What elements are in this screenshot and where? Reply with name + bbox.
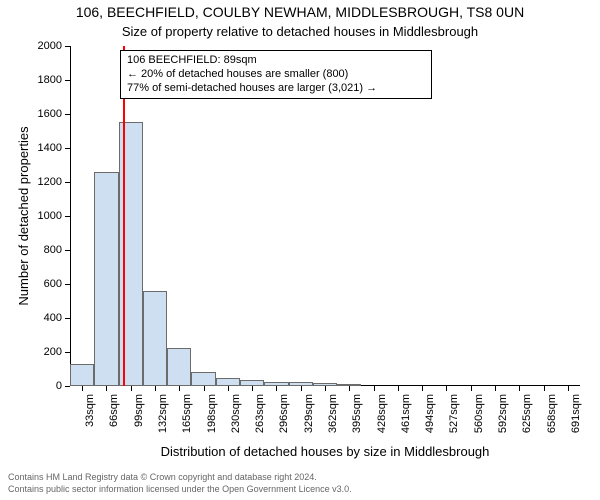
histogram-bar	[216, 378, 240, 387]
xtick-mark	[301, 386, 302, 391]
ytick-mark	[65, 386, 70, 387]
xtick-mark	[131, 386, 132, 391]
histogram-bar	[70, 364, 94, 386]
xtick-mark	[398, 386, 399, 391]
xtick-mark	[252, 386, 253, 391]
xtick-label: 658sqm	[546, 394, 558, 444]
ytick-label: 1800	[28, 74, 62, 86]
ytick-mark	[65, 216, 70, 217]
xtick-mark	[82, 386, 83, 391]
xtick-label: 362sqm	[327, 394, 339, 444]
xtick-mark	[155, 386, 156, 391]
annotation-box: 106 BEECHFIELD: 89sqm ← 20% of detached …	[120, 50, 432, 99]
footer-line-2: Contains public sector information licen…	[8, 484, 352, 494]
xtick-label: 198sqm	[206, 394, 218, 444]
annot-line-3: 77% of semi-detached houses are larger (…	[127, 82, 425, 96]
footer-line-1: Contains HM Land Registry data © Crown c…	[8, 472, 317, 482]
xtick-label: 329sqm	[303, 394, 315, 444]
annot-line-1: 106 BEECHFIELD: 89sqm	[127, 54, 425, 68]
xtick-mark	[495, 386, 496, 391]
ytick-mark	[65, 46, 70, 47]
xtick-label: 625sqm	[521, 394, 533, 444]
xtick-mark	[519, 386, 520, 391]
x-axis-label: Distribution of detached houses by size …	[70, 444, 580, 459]
histogram-bar	[191, 372, 215, 386]
xtick-label: 428sqm	[376, 394, 388, 444]
xtick-mark	[204, 386, 205, 391]
ytick-label: 2000	[28, 40, 62, 52]
xtick-mark	[325, 386, 326, 391]
xtick-label: 33sqm	[84, 394, 96, 444]
xtick-mark	[228, 386, 229, 391]
ytick-label: 0	[28, 380, 62, 392]
ytick-label: 800	[28, 244, 62, 256]
ytick-mark	[65, 182, 70, 183]
xtick-label: 296sqm	[278, 394, 290, 444]
xtick-mark	[106, 386, 107, 391]
xtick-label: 230sqm	[230, 394, 242, 444]
xtick-label: 461sqm	[400, 394, 412, 444]
xtick-mark	[544, 386, 545, 391]
histogram-bar	[119, 122, 143, 386]
xtick-mark	[422, 386, 423, 391]
xtick-mark	[179, 386, 180, 391]
xtick-mark	[374, 386, 375, 391]
ytick-mark	[65, 250, 70, 251]
ytick-label: 600	[28, 278, 62, 290]
xtick-label: 132sqm	[157, 394, 169, 444]
xtick-label: 66sqm	[108, 394, 120, 444]
chart-subtitle: Size of property relative to detached ho…	[0, 24, 600, 39]
xtick-label: 560sqm	[473, 394, 485, 444]
ytick-label: 200	[28, 346, 62, 358]
xtick-label: 263sqm	[254, 394, 266, 444]
ytick-label: 1200	[28, 176, 62, 188]
xtick-label: 99sqm	[133, 394, 145, 444]
ytick-label: 1400	[28, 142, 62, 154]
chart-title: 106, BEECHFIELD, COULBY NEWHAM, MIDDLESB…	[0, 4, 600, 20]
annot-line-2: ← 20% of detached houses are smaller (80…	[127, 68, 425, 82]
xtick-mark	[471, 386, 472, 391]
xtick-mark	[276, 386, 277, 391]
ytick-label: 1600	[28, 108, 62, 120]
xtick-label: 691sqm	[570, 394, 582, 444]
xtick-mark	[568, 386, 569, 391]
ytick-mark	[65, 318, 70, 319]
histogram-bar	[143, 291, 167, 386]
ytick-label: 1000	[28, 210, 62, 222]
xtick-mark	[349, 386, 350, 391]
histogram-bar	[94, 172, 118, 386]
xtick-label: 494sqm	[424, 394, 436, 444]
xtick-label: 592sqm	[497, 394, 509, 444]
ytick-mark	[65, 352, 70, 353]
xtick-label: 527sqm	[448, 394, 460, 444]
ytick-mark	[65, 148, 70, 149]
ytick-label: 400	[28, 312, 62, 324]
ytick-mark	[65, 284, 70, 285]
xtick-label: 395sqm	[351, 394, 363, 444]
xtick-mark	[446, 386, 447, 391]
ytick-mark	[65, 114, 70, 115]
histogram-bar	[167, 348, 191, 386]
ytick-mark	[65, 80, 70, 81]
xtick-label: 165sqm	[181, 394, 193, 444]
